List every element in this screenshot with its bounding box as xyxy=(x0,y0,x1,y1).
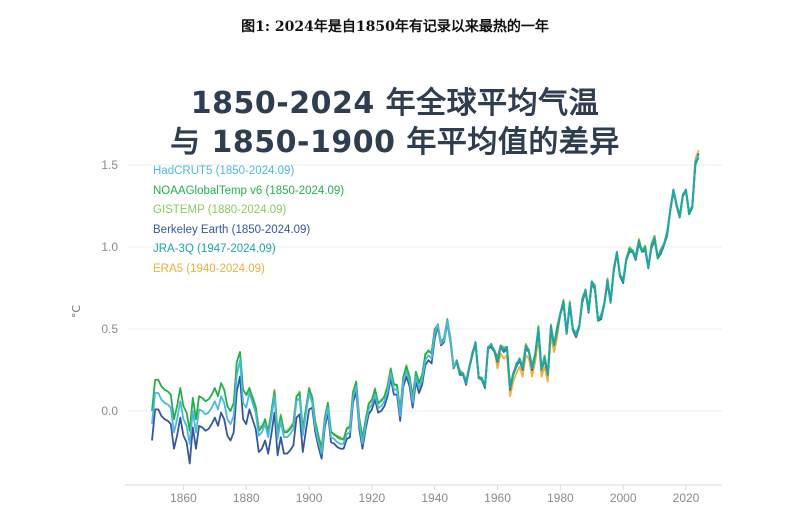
legend-item-berkeley-earth: Berkeley Earth (1850-2024.09) xyxy=(153,223,311,236)
x-tick-label: 1900 xyxy=(296,491,323,505)
y-tick-label: 1.0 xyxy=(101,240,118,254)
y-tick-label: 1.5 xyxy=(101,158,118,172)
x-tick-label: 1960 xyxy=(484,491,511,505)
figure-caption: 图1: 2024年是自1850年有记录以来最热的一年 xyxy=(241,19,549,35)
x-tick-label: 1980 xyxy=(547,491,574,505)
x-tick-label: 1940 xyxy=(421,491,448,505)
legend: HadCRUT5 (1850-2024.09) NOAAGlobalTemp v… xyxy=(153,162,344,279)
series-line-era5 xyxy=(433,149,700,398)
y-axis-label: °C xyxy=(70,304,84,319)
legend-item-era5: ERA5 (1940-2024.09) xyxy=(153,262,265,275)
legend-item-jra-3q: JRA-3Q (1947-2024.09) xyxy=(153,243,276,255)
legend-item-hadcrut5: HadCRUT5 (1850-2024.09) xyxy=(153,165,295,177)
x-tick-label: 2000 xyxy=(610,491,637,505)
series-line-jra-3q xyxy=(455,157,700,389)
chart-title-line-2: 与 1850-1900 年平均值的差异 xyxy=(170,125,620,160)
y-tick-label: 0.5 xyxy=(101,322,118,336)
x-tick-label: 1920 xyxy=(359,491,386,505)
y-tick-label: 0.0 xyxy=(101,404,118,418)
chart-title-line-1: 1850-2024 年全球平均气温 xyxy=(190,86,600,121)
x-tick-label: 2020 xyxy=(673,491,700,505)
x-tick-label: 1860 xyxy=(170,491,197,505)
legend-item-gistemp: GISTEMP (1880-2024.09) xyxy=(153,204,287,216)
series-line-noaaglobaltemp xyxy=(151,156,700,450)
legend-item-noaaglobaltemp: NOAAGlobalTemp v6 (1850-2024.09) xyxy=(153,184,345,197)
x-tick-label: 1880 xyxy=(233,491,260,505)
